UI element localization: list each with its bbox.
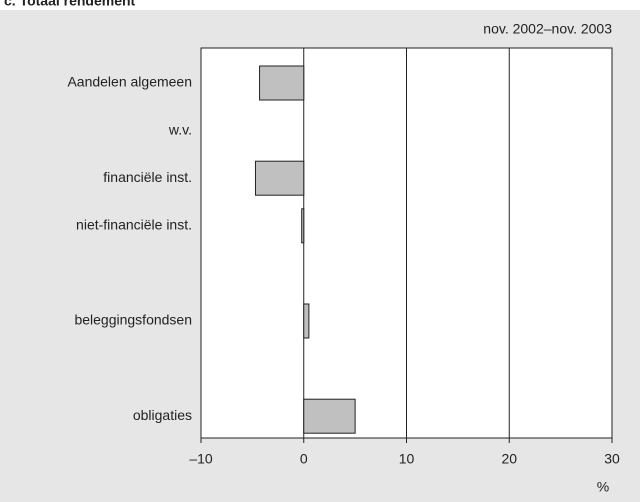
- chart-title: c. Totaal rendement: [4, 0, 136, 9]
- y-tick-label: w.v.: [168, 121, 192, 137]
- x-tick-label: 30: [604, 451, 620, 467]
- y-tick-label: obligaties: [133, 407, 192, 423]
- y-tick-label: beleggingsfondsen: [74, 312, 192, 328]
- bar: [301, 208, 305, 244]
- chart-subtitle: nov. 2002–nov. 2003: [483, 21, 612, 37]
- y-tick-label: niet-financiële inst.: [76, 217, 192, 233]
- x-tick-label: –10: [189, 451, 213, 467]
- y-tick-label: Aandelen algemeen: [67, 74, 192, 90]
- x-tick-label: 20: [501, 451, 517, 467]
- x-tick-label: 10: [399, 451, 415, 467]
- x-axis-label: %: [597, 479, 609, 495]
- y-tick-label: financiële inst.: [103, 169, 192, 185]
- x-tick-label: 0: [300, 451, 308, 467]
- bar: [259, 65, 305, 101]
- bar: [254, 160, 305, 196]
- bar: [303, 398, 356, 434]
- bar: [303, 303, 310, 339]
